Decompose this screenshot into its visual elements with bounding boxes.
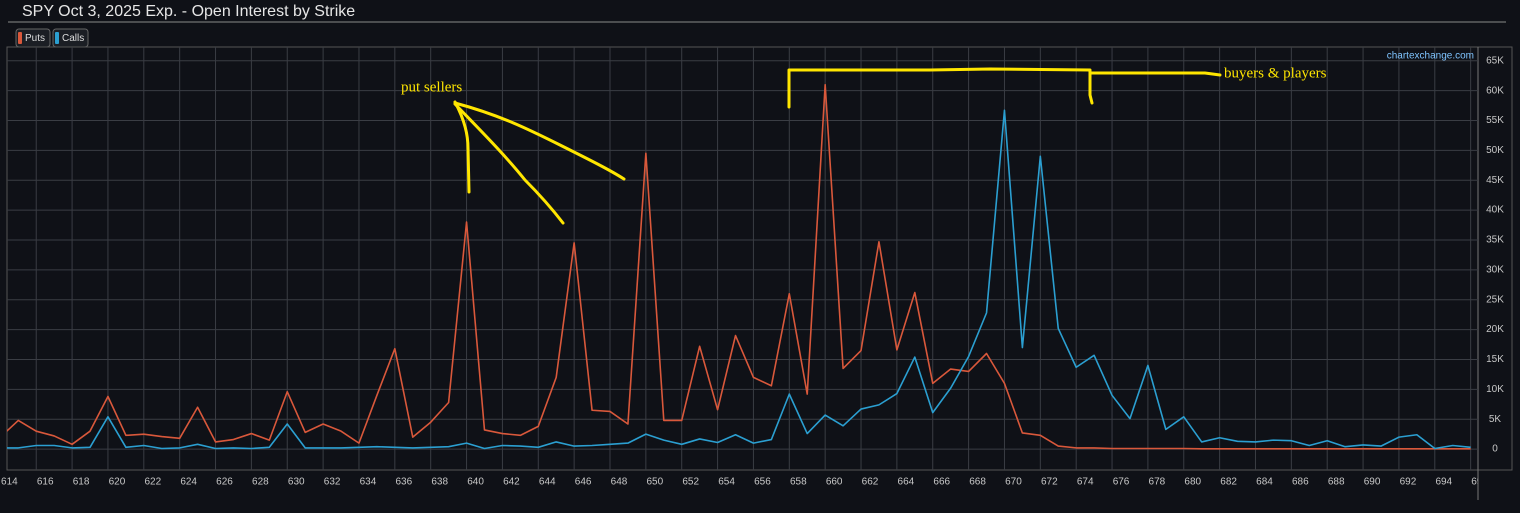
y-tick-label: 5K xyxy=(1489,414,1502,425)
series-line xyxy=(7,83,1471,450)
plot-lines xyxy=(7,83,1471,450)
x-tick-label: 622 xyxy=(144,477,161,488)
x-tick-label: 658 xyxy=(790,477,807,488)
x-tick-label: 632 xyxy=(324,477,341,488)
x-tick-label: 652 xyxy=(682,477,699,488)
legend-label: Calls xyxy=(62,33,84,44)
x-tick-label: 616 xyxy=(37,477,54,488)
x-tick-label: 618 xyxy=(73,477,90,488)
y-tick-label: 15K xyxy=(1486,354,1504,365)
legend: Puts Calls xyxy=(15,28,89,48)
series-line xyxy=(7,109,1471,450)
y-tick-label: 55K xyxy=(1486,115,1504,126)
x-tick-label: 666 xyxy=(933,477,950,488)
y-tick-label: 10K xyxy=(1486,384,1504,395)
x-tick-label: 614 xyxy=(1,477,18,488)
annotation: put sellers xyxy=(401,79,462,95)
x-tick-label: 636 xyxy=(395,477,412,488)
arrow-stroke xyxy=(453,102,565,225)
x-tick-label: 642 xyxy=(503,477,520,488)
chart-title: SPY Oct 3, 2025 Exp. - Open Interest by … xyxy=(22,3,355,20)
x-tick-label: 650 xyxy=(647,477,664,488)
x-tick-label: 680 xyxy=(1184,477,1201,488)
y-tick-label: 0 xyxy=(1492,444,1498,455)
grid xyxy=(7,47,1478,470)
y-tick-label: 30K xyxy=(1486,264,1504,275)
x-tick-label: 664 xyxy=(898,477,915,488)
y-tick-label: 65K xyxy=(1486,55,1504,66)
x-tick-label: 654 xyxy=(718,477,735,488)
x-tick-label: 656 xyxy=(754,477,771,488)
x-tick-label: 640 xyxy=(467,477,484,488)
arrow-stroke xyxy=(453,101,626,181)
x-tick-label: 626 xyxy=(216,477,233,488)
y-tick-label: 20K xyxy=(1486,324,1504,335)
x-tick-label: 662 xyxy=(862,477,879,488)
bracket xyxy=(1088,71,1222,77)
x-tick-label: 686 xyxy=(1292,477,1309,488)
x-tick-label: 692 xyxy=(1400,477,1417,488)
y-tick-label: 40K xyxy=(1486,205,1504,216)
legend-swatch xyxy=(18,32,22,44)
x-tick-label: 682 xyxy=(1220,477,1237,488)
x-tick-label: 696 xyxy=(1471,477,1488,488)
y-tick-label: 50K xyxy=(1486,145,1504,156)
x-tick-label: 674 xyxy=(1077,477,1094,488)
x-tick-label: 660 xyxy=(826,477,843,488)
y-tick-label: 45K xyxy=(1486,175,1504,186)
y-tick-label: 25K xyxy=(1486,294,1504,305)
x-tick-label: 690 xyxy=(1364,477,1381,488)
annotation: buyers & players xyxy=(1224,65,1327,81)
x-tick-label: 672 xyxy=(1041,477,1058,488)
x-tick-label: 634 xyxy=(360,477,377,488)
x-tick-label: 628 xyxy=(252,477,269,488)
x-tick-label: 648 xyxy=(611,477,628,488)
x-tick-label: 620 xyxy=(109,477,126,488)
watermark: chartexchange.com xyxy=(1387,51,1474,62)
x-tick-label: 644 xyxy=(539,477,556,488)
bracket xyxy=(787,67,1094,109)
x-tick-label: 684 xyxy=(1256,477,1273,488)
x-tick-label: 624 xyxy=(180,477,197,488)
legend-item[interactable]: Puts xyxy=(15,28,51,48)
x-tick-label: 630 xyxy=(288,477,305,488)
x-axis: 614 616 618 620 622 624 626 628 630 632 634 636 638 6… xyxy=(1,477,1488,488)
x-tick-label: 694 xyxy=(1435,477,1452,488)
x-tick-label: 676 xyxy=(1113,477,1130,488)
x-tick-label: 638 xyxy=(431,477,448,488)
y-tick-label: 60K xyxy=(1486,85,1504,96)
legend-label: Puts xyxy=(25,33,45,44)
x-tick-label: 668 xyxy=(969,477,986,488)
x-tick-label: 688 xyxy=(1328,477,1345,488)
x-tick-label: 646 xyxy=(575,477,592,488)
plot-frame xyxy=(6,46,1513,471)
x-tick-label: 670 xyxy=(1005,477,1022,488)
y-tick-label: 35K xyxy=(1486,235,1504,246)
hand-drawing xyxy=(453,67,1222,225)
legend-swatch xyxy=(55,32,59,44)
legend-item[interactable]: Calls xyxy=(52,28,89,48)
x-tick-label: 678 xyxy=(1149,477,1166,488)
